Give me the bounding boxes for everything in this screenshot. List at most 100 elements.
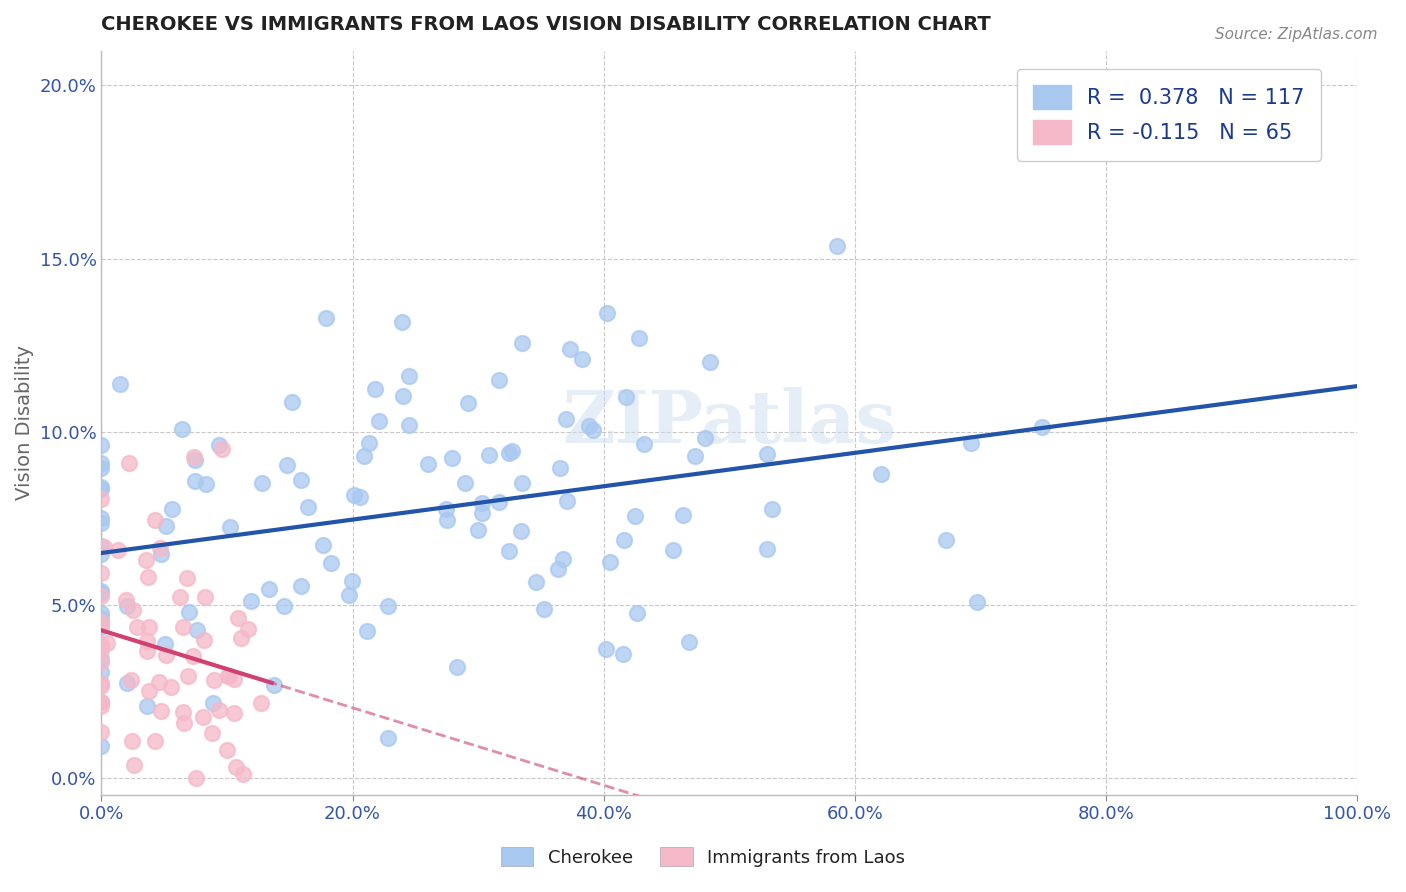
Text: Source: ZipAtlas.com: Source: ZipAtlas.com xyxy=(1215,27,1378,42)
Text: CHEROKEE VS IMMIGRANTS FROM LAOS VISION DISABILITY CORRELATION CHART: CHEROKEE VS IMMIGRANTS FROM LAOS VISION … xyxy=(101,15,991,34)
Point xyxy=(498,543,520,558)
Point xyxy=(108,376,131,391)
Point xyxy=(90,679,112,693)
Point xyxy=(90,739,112,753)
Point xyxy=(138,620,160,634)
Point xyxy=(315,310,337,325)
Point xyxy=(138,684,160,698)
Point xyxy=(558,342,581,356)
Point xyxy=(672,508,695,522)
Point xyxy=(136,570,159,584)
Point xyxy=(446,659,468,673)
Point xyxy=(117,675,139,690)
Point xyxy=(935,533,957,547)
Point xyxy=(90,606,112,620)
Point xyxy=(160,680,183,694)
Point xyxy=(143,734,166,748)
Point xyxy=(207,438,229,452)
Point xyxy=(259,582,281,596)
Point xyxy=(90,695,112,709)
Point xyxy=(90,516,112,531)
Point xyxy=(90,480,112,494)
Point xyxy=(276,458,298,472)
Point xyxy=(624,508,647,523)
Point xyxy=(231,631,253,645)
Point xyxy=(555,493,578,508)
Point xyxy=(436,514,458,528)
Point xyxy=(121,734,143,748)
Point xyxy=(232,767,254,781)
Point xyxy=(122,603,145,617)
Point xyxy=(349,491,371,505)
Point xyxy=(616,390,638,404)
Point xyxy=(685,449,707,463)
Point xyxy=(107,543,129,558)
Point xyxy=(441,451,464,466)
Point xyxy=(509,524,531,538)
Point xyxy=(512,336,534,351)
Point xyxy=(135,633,157,648)
Point xyxy=(155,519,177,533)
Point xyxy=(547,562,569,576)
Point xyxy=(555,412,578,426)
Point xyxy=(357,436,380,450)
Text: ZIPatlas: ZIPatlas xyxy=(562,387,896,458)
Point xyxy=(202,673,225,688)
Point xyxy=(250,696,273,710)
Point xyxy=(290,473,312,487)
Point xyxy=(136,644,159,658)
Point xyxy=(398,368,420,383)
Point xyxy=(176,571,198,585)
Point xyxy=(280,395,302,409)
Point xyxy=(90,491,112,506)
Point xyxy=(391,314,413,328)
Point xyxy=(626,606,648,620)
Point xyxy=(120,673,142,688)
Point xyxy=(695,431,717,445)
Point xyxy=(170,422,193,436)
Point xyxy=(218,669,240,683)
Point xyxy=(582,423,605,437)
Point xyxy=(183,450,205,464)
Point xyxy=(90,461,112,475)
Point xyxy=(454,476,477,491)
Point xyxy=(761,502,783,516)
Point xyxy=(596,306,619,320)
Point xyxy=(160,502,183,516)
Point xyxy=(571,351,593,366)
Point xyxy=(578,419,600,434)
Point xyxy=(533,601,555,615)
Point xyxy=(173,716,195,731)
Point xyxy=(90,638,112,652)
Point xyxy=(1031,420,1053,434)
Point xyxy=(471,506,494,520)
Point xyxy=(599,555,621,569)
Point xyxy=(627,331,650,345)
Point xyxy=(135,553,157,567)
Point xyxy=(96,636,118,650)
Point xyxy=(201,696,224,710)
Point xyxy=(184,771,207,785)
Point xyxy=(150,704,173,718)
Point xyxy=(613,533,636,547)
Point xyxy=(553,551,575,566)
Point xyxy=(340,574,363,588)
Point xyxy=(90,539,112,553)
Point xyxy=(118,456,141,470)
Point xyxy=(273,599,295,613)
Y-axis label: Vision Disability: Vision Disability xyxy=(15,345,34,500)
Point xyxy=(90,611,112,625)
Point xyxy=(524,574,547,589)
Point xyxy=(90,615,112,630)
Point xyxy=(115,599,138,614)
Point xyxy=(321,556,343,570)
Point xyxy=(90,695,112,709)
Point xyxy=(510,476,533,491)
Point xyxy=(143,513,166,527)
Point xyxy=(150,547,173,561)
Point xyxy=(172,705,194,719)
Point xyxy=(236,622,259,636)
Point xyxy=(177,669,200,683)
Point xyxy=(471,496,494,510)
Point xyxy=(181,649,204,664)
